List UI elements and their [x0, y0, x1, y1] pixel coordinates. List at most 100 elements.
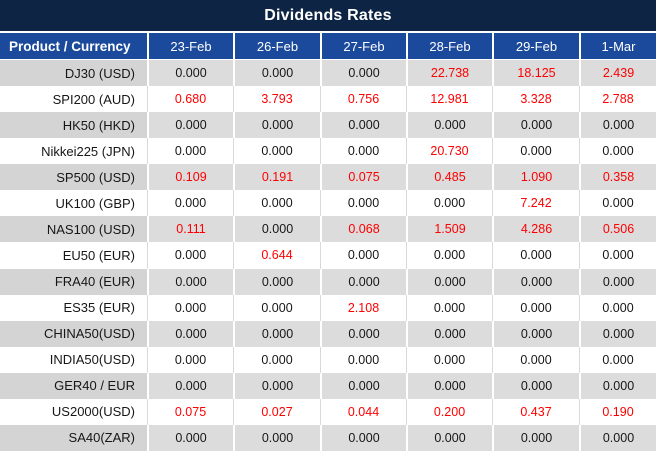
value-cell: 0.000 [233, 138, 320, 165]
value-cell: 0.000 [492, 112, 579, 139]
value-cell: 0.680 [147, 86, 233, 113]
value-cell: 0.000 [233, 216, 320, 243]
value-cell: 0.000 [320, 138, 406, 165]
table-row: GER40 / EUR 0.000 0.000 0.000 0.000 0.000 0.00… [0, 372, 656, 399]
value-cell: 0.000 [492, 372, 579, 399]
table-row: SPI200 (AUD) 0.680 3.793 0.756 12.981 3.328 2.… [0, 86, 656, 113]
value-cell: 0.000 [406, 424, 492, 451]
value-cell: 0.000 [320, 242, 406, 269]
value-cell: 0.000 [492, 346, 579, 373]
product-cell: Nikkei225 (JPN) [0, 138, 148, 165]
value-cell: 0.000 [147, 190, 233, 217]
table-row: DJ30 (USD) 0.000 0.000 0.000 22.738 18.125 2.4… [0, 60, 656, 87]
table-row: CHINA50(USD) 0.000 0.000 0.000 0.000 0.000 0.0… [0, 320, 656, 347]
product-cell: DJ30 (USD) [0, 60, 147, 87]
value-cell: 7.242 [492, 190, 579, 217]
value-cell: 0.000 [406, 190, 492, 217]
value-cell: 0.485 [406, 164, 492, 191]
product-cell: UK100 (GBP) [0, 190, 148, 217]
value-cell: 0.000 [579, 242, 656, 269]
product-cell: CHINA50(USD) [0, 320, 147, 347]
value-cell: 0.000 [147, 138, 233, 165]
table-row: NAS100 (USD) 0.111 0.000 0.068 1.509 4.286 0.5… [0, 216, 656, 243]
value-cell: 0.000 [406, 372, 492, 399]
value-cell: 0.111 [147, 216, 233, 243]
date-header-cell: 26-Feb [233, 33, 320, 59]
product-cell: NAS100 (USD) [0, 216, 147, 243]
value-cell: 0.000 [492, 268, 579, 295]
value-cell: 0.000 [147, 294, 233, 321]
value-cell: 0.358 [579, 164, 656, 191]
value-cell: 0.000 [406, 294, 492, 321]
value-cell: 0.000 [406, 112, 492, 139]
value-cell: 0.000 [147, 346, 233, 373]
value-cell: 0.000 [233, 112, 320, 139]
value-cell: 0.000 [579, 424, 656, 451]
value-cell: 0.000 [492, 242, 579, 269]
value-cell: 0.000 [233, 268, 320, 295]
value-cell: 0.000 [579, 190, 656, 217]
value-cell: 0.000 [233, 372, 320, 399]
value-cell: 0.000 [233, 60, 320, 87]
value-cell: 0.000 [320, 346, 406, 373]
table-row: HK50 (HKD) 0.000 0.000 0.000 0.000 0.000 0.000 [0, 112, 656, 139]
date-header-cell: 27-Feb [320, 33, 406, 59]
value-cell: 0.027 [233, 398, 320, 425]
value-cell: 0.200 [406, 398, 492, 425]
table-row: Nikkei225 (JPN) 0.000 0.000 0.000 20.730 0.00… [0, 138, 656, 165]
header-row: Product / Currency 23-Feb 26-Feb 27-Feb 28-… [0, 33, 656, 60]
value-cell: 0.000 [492, 320, 579, 347]
value-cell: 0.000 [579, 294, 656, 321]
value-cell: 0.000 [320, 268, 406, 295]
value-cell: 0.000 [147, 372, 233, 399]
value-cell: 0.000 [320, 372, 406, 399]
value-cell: 2.108 [320, 294, 406, 321]
value-cell: 0.000 [320, 424, 406, 451]
value-cell: 18.125 [492, 60, 579, 87]
table-row: FRA40 (EUR) 0.000 0.000 0.000 0.000 0.000 0.00… [0, 268, 656, 295]
value-cell: 0.000 [406, 320, 492, 347]
product-cell: HK50 (HKD) [0, 112, 147, 139]
value-cell: 0.000 [147, 320, 233, 347]
value-cell: 1.509 [406, 216, 492, 243]
value-cell: 0.075 [320, 164, 406, 191]
value-cell: 0.000 [147, 268, 233, 295]
date-header-cell: 29-Feb [492, 33, 579, 59]
value-cell: 0.000 [320, 320, 406, 347]
value-cell: 0.000 [147, 242, 233, 269]
value-cell: 0.000 [406, 346, 492, 373]
value-cell: 0.000 [233, 320, 320, 347]
value-cell: 0.000 [579, 138, 656, 165]
product-cell: GER40 / EUR [0, 372, 147, 399]
value-cell: 0.000 [579, 320, 656, 347]
product-cell: SP500 (USD) [0, 164, 147, 191]
value-cell: 0.000 [147, 424, 233, 451]
product-cell: FRA40 (EUR) [0, 268, 147, 295]
value-cell: 22.738 [406, 60, 492, 87]
product-cell: US2000(USD) [0, 398, 148, 425]
value-cell: 0.000 [233, 424, 320, 451]
product-currency-header: Product / Currency [9, 38, 131, 54]
value-cell: 0.000 [233, 190, 320, 217]
value-cell: 0.000 [579, 372, 656, 399]
product-cell: SPI200 (AUD) [0, 86, 148, 113]
value-cell: 12.981 [406, 86, 492, 113]
table-row: SP500 (USD) 0.109 0.191 0.075 0.485 1.090 0.35… [0, 164, 656, 191]
value-cell: 0.506 [579, 216, 656, 243]
product-cell: ES35 (EUR) [0, 294, 148, 321]
value-cell: 0.000 [320, 190, 406, 217]
value-cell: 0.000 [320, 60, 406, 87]
table-row: UK100 (GBP) 0.000 0.000 0.000 0.000 7.242 0.00… [0, 190, 656, 217]
value-cell: 0.000 [579, 268, 656, 295]
product-cell: SA40(ZAR) [0, 424, 147, 451]
value-cell: 0.075 [147, 398, 233, 425]
value-cell: 0.000 [579, 112, 656, 139]
value-cell: 0.000 [320, 112, 406, 139]
value-cell: 0.191 [233, 164, 320, 191]
value-cell: 20.730 [406, 138, 492, 165]
table-row: SA40(ZAR) 0.000 0.000 0.000 0.000 0.000 0.000 [0, 424, 656, 451]
table-row: US2000(USD) 0.075 0.027 0.044 0.200 0.437 0.19… [0, 398, 656, 425]
value-cell: 3.328 [492, 86, 579, 113]
value-cell: 0.437 [492, 398, 579, 425]
